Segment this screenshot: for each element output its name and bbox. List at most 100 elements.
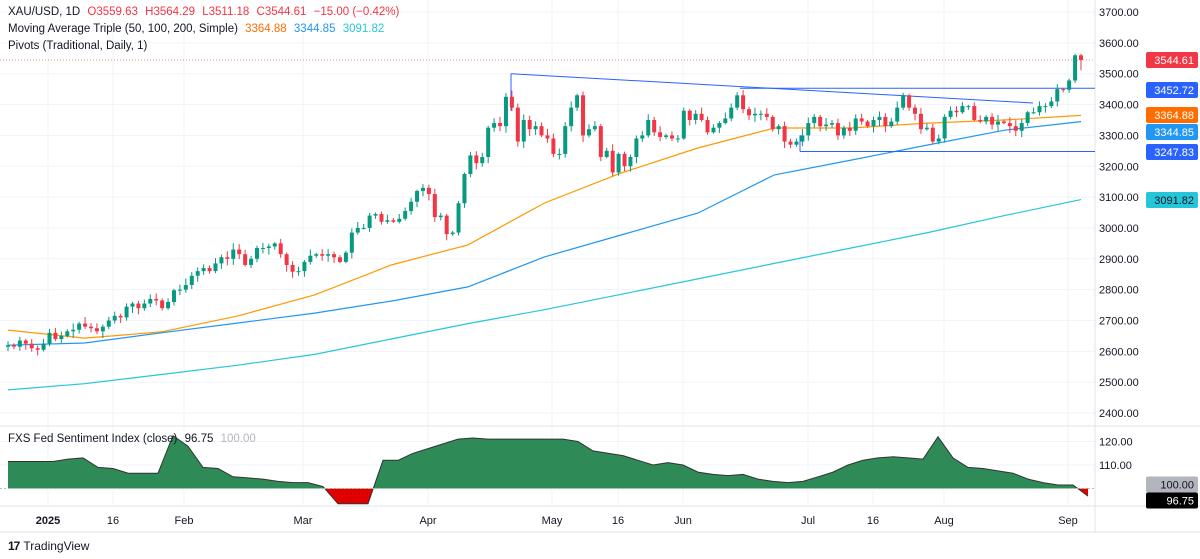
candle	[166, 298, 171, 310]
candle	[990, 113, 995, 130]
candle	[758, 110, 763, 121]
candle-body	[385, 220, 390, 222]
candle	[847, 121, 852, 137]
candle	[171, 288, 176, 306]
candle	[71, 323, 76, 338]
candle	[314, 252, 319, 258]
candle	[53, 327, 58, 342]
candle-body	[800, 135, 805, 142]
candle	[616, 152, 621, 176]
candle	[592, 121, 597, 132]
ma-line-ma50	[7, 114, 1082, 339]
candle-body	[420, 187, 425, 191]
candle-body	[669, 135, 674, 139]
candle	[343, 250, 348, 264]
candle-body	[628, 156, 633, 167]
candle-body	[658, 132, 663, 137]
candle-body	[148, 298, 153, 304]
candle-body	[302, 261, 307, 272]
brand-label[interactable]: TradingView	[23, 539, 90, 553]
candle	[1007, 117, 1012, 133]
candle-body	[379, 214, 384, 222]
badge-label: 3544.61	[1154, 55, 1194, 67]
candle	[503, 93, 508, 133]
footer: 17 TradingView	[8, 539, 89, 553]
candle-body	[326, 254, 331, 256]
badge-label: 3344.85	[1154, 127, 1194, 139]
pivots-label: Pivots (Traditional, Daily, 1)	[8, 40, 148, 52]
candle-body	[284, 254, 289, 265]
badge-label: 3364.88	[1154, 110, 1194, 122]
candle-body	[503, 96, 508, 127]
candle	[936, 134, 941, 145]
candle	[1049, 96, 1054, 109]
candle	[6, 341, 10, 352]
candle-body	[521, 119, 526, 142]
candle-body	[59, 335, 64, 340]
candle	[11, 343, 16, 350]
candle-body	[598, 126, 603, 157]
candle	[349, 228, 354, 259]
candle-body	[409, 201, 414, 211]
candle-body	[468, 155, 473, 174]
candle-body	[213, 263, 218, 272]
candle	[47, 328, 52, 347]
candle	[444, 213, 449, 241]
ma200-value: 3091.82	[342, 23, 385, 35]
candle	[207, 265, 212, 274]
candle	[693, 110, 698, 125]
price-legend: XAU/USD, 1D O3559.63 H3564.29 L3511.18 C…	[8, 6, 403, 18]
candle	[450, 230, 455, 236]
candle-body	[675, 138, 680, 140]
sentiment-legend: FXS Fed Sentiment Index (close) 96.75 10…	[8, 433, 260, 445]
candle-body	[177, 289, 182, 291]
price-axis-label: 3500.00	[1099, 69, 1139, 81]
candle-body	[907, 95, 912, 108]
candle-body	[106, 320, 111, 327]
price-axis-label: 3700.00	[1099, 7, 1139, 19]
candle	[664, 133, 669, 140]
candle	[545, 128, 550, 143]
candle	[954, 106, 959, 118]
candle-body	[699, 113, 704, 120]
candle	[249, 255, 254, 269]
candle-body	[260, 248, 265, 250]
candle	[853, 114, 858, 135]
low-value: L3511.18	[202, 6, 250, 18]
pivots-legend: Pivots (Traditional, Daily, 1)	[8, 40, 151, 52]
candle	[675, 135, 680, 143]
candle	[83, 317, 88, 329]
candle-body	[936, 138, 941, 142]
candle-body	[581, 95, 586, 136]
candle-body	[88, 326, 93, 329]
candle-body	[71, 329, 76, 332]
candle	[646, 114, 651, 138]
candle	[835, 118, 840, 140]
candle-body	[824, 124, 829, 127]
candle-body	[533, 126, 538, 130]
candle	[195, 267, 200, 282]
candle-body	[752, 113, 757, 116]
candle-body	[515, 107, 520, 142]
candle-body	[492, 123, 497, 128]
candle	[278, 238, 283, 258]
candle	[865, 119, 870, 129]
candle-body	[984, 116, 989, 122]
sentiment-level: 100.00	[220, 433, 256, 445]
candle-body	[693, 113, 698, 120]
candle-body	[1013, 126, 1018, 131]
candle-body	[94, 328, 99, 332]
candle-body	[426, 187, 431, 195]
candle-body	[764, 113, 769, 117]
candle	[575, 93, 580, 111]
badge-label: 96.75	[1166, 496, 1194, 508]
candle-body	[23, 340, 28, 344]
candle-body	[124, 306, 129, 318]
candle-body	[415, 190, 420, 202]
candle	[948, 106, 953, 120]
candle-body	[337, 257, 342, 262]
price-axis-label: 3300.00	[1099, 130, 1139, 142]
candle-body	[444, 215, 449, 235]
candle	[337, 255, 342, 264]
